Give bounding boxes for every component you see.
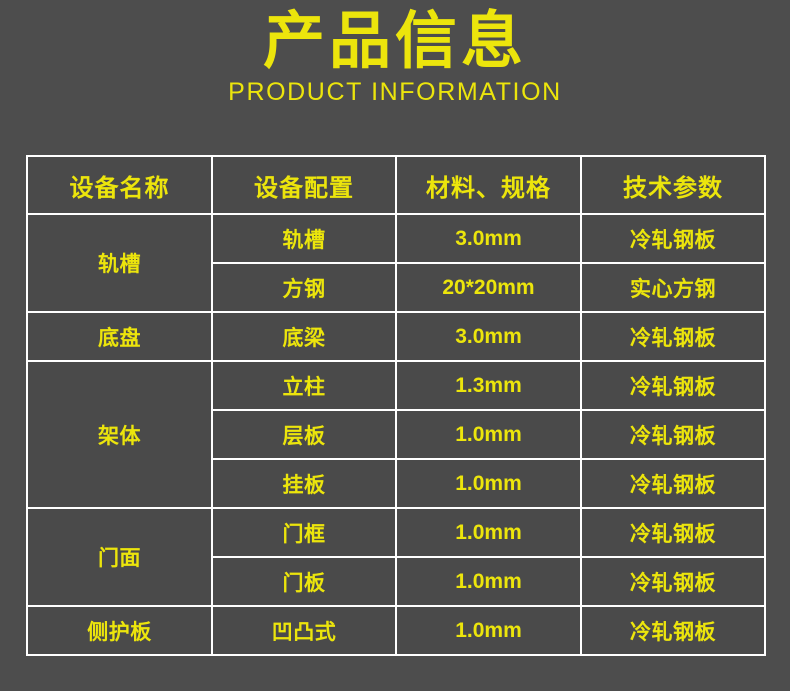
cell-material-spec: 1.0mm [395, 409, 582, 460]
page-title-cn: 产品信息 [262, 4, 527, 77]
cell-tech-parameter: 冷轧钢板 [580, 605, 766, 656]
cell-equipment-name: 侧护板 [26, 605, 213, 656]
cell-equipment-name: 门面 [26, 507, 213, 607]
spec-table-wrapper: 设备名称 设备配置 材料、规格 技术参数 轨槽 轨槽 3.0mm 冷轧钢板 方钢 20*2… [26, 155, 766, 656]
cell-equipment-config: 方钢 [211, 262, 397, 313]
cell-material-spec: 20*20mm [395, 262, 582, 313]
cell-tech-parameter: 冷轧钢板 [580, 507, 766, 558]
cell-equipment-name: 底盘 [26, 311, 213, 362]
cell-equipment-config: 门框 [211, 507, 397, 558]
cell-tech-parameter: 冷轧钢板 [580, 311, 766, 362]
table-row: 架体 立柱 1.3mm 冷轧钢板 [26, 360, 766, 509]
cell-tech-parameter: 实心方钢 [580, 262, 766, 313]
cell-equipment-config: 立柱 [211, 360, 397, 411]
page-header: 产品信息 PRODUCT INFORMATION [0, 0, 790, 107]
cell-material-spec: 1.0mm [395, 556, 582, 607]
cell-equipment-config: 门板 [211, 556, 397, 607]
cell-equipment-config: 凹凸式 [211, 605, 397, 656]
cell-material-spec: 3.0mm [395, 311, 582, 362]
table-row: 底盘 底梁 3.0mm 冷轧钢板 [26, 311, 766, 362]
cell-equipment-config: 底梁 [211, 311, 397, 362]
table-row: 方钢 20*20mm 实心方钢 [27, 262, 766, 313]
table-row: 层板 1.0mm 冷轧钢板 [27, 409, 766, 460]
cell-equipment-config: 挂板 [211, 458, 397, 509]
cell-equipment-name: 架体 [26, 360, 213, 509]
product-spec-table: 设备名称 设备配置 材料、规格 技术参数 轨槽 轨槽 3.0mm 冷轧钢板 方钢 20*2… [26, 155, 766, 656]
table-header-row: 设备名称 设备配置 材料、规格 技术参数 [26, 155, 766, 215]
cell-equipment-config: 轨槽 [211, 213, 397, 264]
cell-material-spec: 1.0mm [395, 458, 582, 509]
cell-material-spec: 1.3mm [395, 360, 582, 411]
page-title-en: PRODUCT INFORMATION [228, 78, 562, 107]
cell-tech-parameter: 冷轧钢板 [580, 556, 766, 607]
column-header-equipment-name: 设备名称 [26, 155, 213, 215]
cell-material-spec: 3.0mm [395, 213, 582, 264]
cell-equipment-config: 层板 [211, 409, 397, 460]
column-header-tech-parameter: 技术参数 [580, 155, 766, 215]
table-row: 侧护板 凹凸式 1.0mm 冷轧钢板 [26, 605, 766, 656]
cell-equipment-name: 轨槽 [26, 213, 213, 313]
cell-tech-parameter: 冷轧钢板 [580, 360, 766, 411]
spec-table-body: 轨槽 轨槽 3.0mm 冷轧钢板 方钢 20*20mm 实心方钢 底盘 底梁 3.0mm 冷轧钢板架… [26, 213, 766, 656]
cell-material-spec: 1.0mm [395, 605, 582, 656]
table-row: 挂板 1.0mm 冷轧钢板 [27, 458, 766, 509]
cell-material-spec: 1.0mm [395, 507, 582, 558]
table-row: 门板 1.0mm 冷轧钢板 [27, 556, 766, 607]
spec-table-head: 设备名称 设备配置 材料、规格 技术参数 [26, 155, 766, 215]
cell-tech-parameter: 冷轧钢板 [580, 213, 766, 264]
cell-tech-parameter: 冷轧钢板 [580, 409, 766, 460]
column-header-material-spec: 材料、规格 [395, 155, 582, 215]
column-header-equipment-config: 设备配置 [211, 155, 397, 215]
table-row: 轨槽 轨槽 3.0mm 冷轧钢板 [26, 213, 766, 313]
cell-tech-parameter: 冷轧钢板 [580, 458, 766, 509]
table-row: 门面 门框 1.0mm 冷轧钢板 [26, 507, 766, 607]
